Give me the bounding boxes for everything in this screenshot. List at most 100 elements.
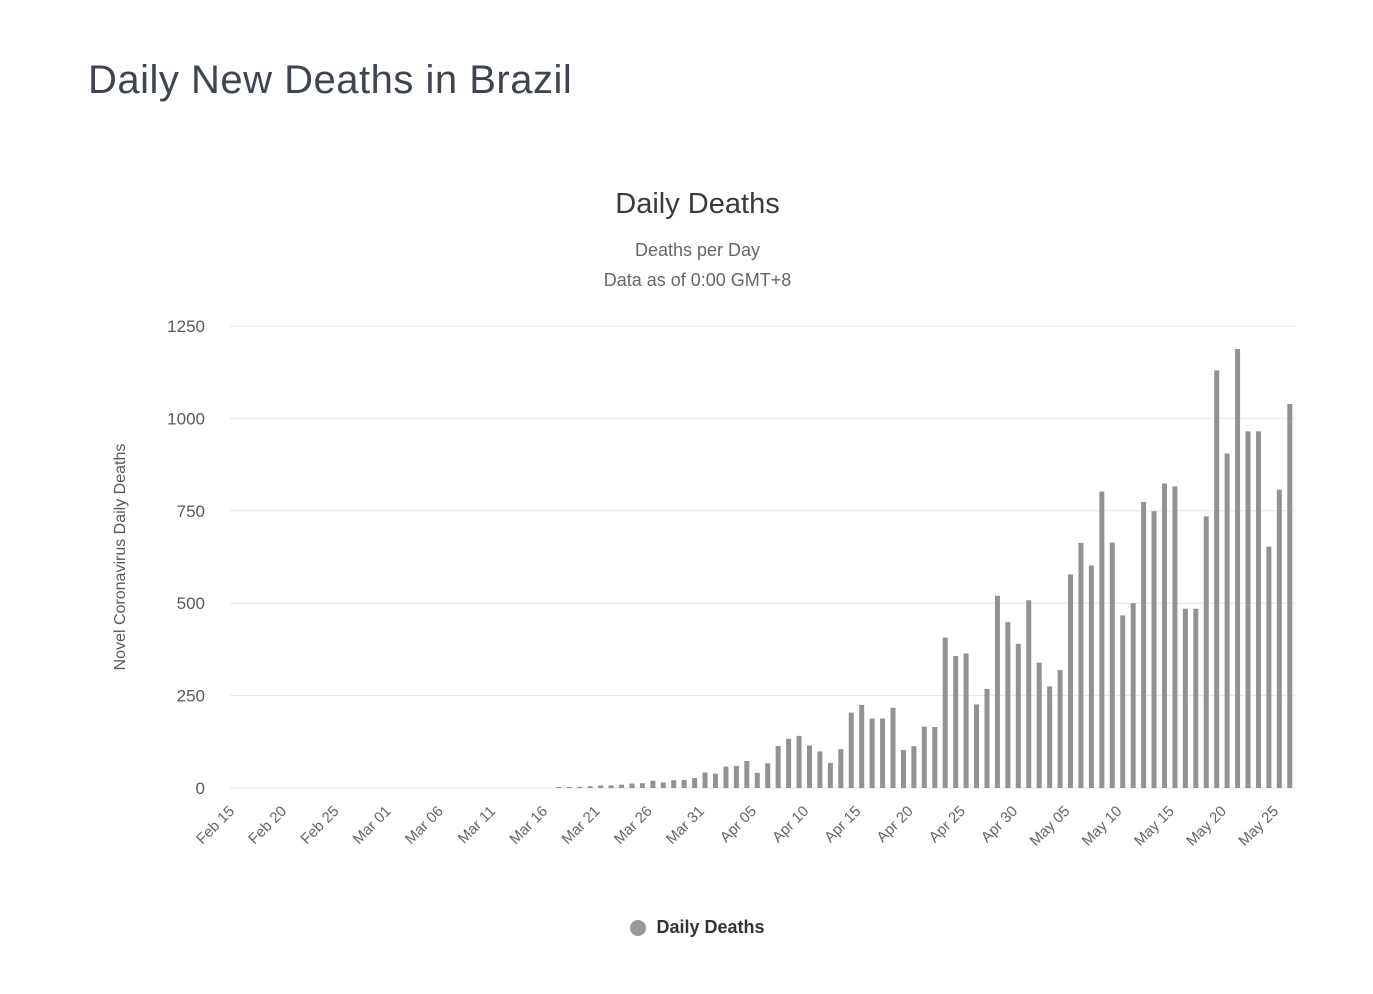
bar[interactable] [1224, 453, 1230, 788]
bar[interactable] [733, 765, 739, 788]
bar[interactable] [1214, 370, 1220, 788]
chart-legend[interactable]: Daily Deaths [85, 917, 1310, 938]
bar[interactable] [1130, 603, 1136, 788]
x-tick-label: May 05 [1027, 803, 1074, 850]
bar[interactable] [817, 751, 823, 788]
legend-marker-icon [630, 919, 647, 936]
bar[interactable] [786, 738, 792, 788]
bar[interactable] [848, 712, 854, 788]
bar[interactable] [1172, 486, 1178, 788]
page-title: Daily New Deaths in Brazil [88, 58, 573, 102]
x-tick-label: May 15 [1131, 803, 1178, 850]
bar[interactable] [608, 785, 614, 788]
bar[interactable] [702, 772, 708, 788]
x-tick-label: Feb 25 [297, 803, 342, 848]
bar[interactable] [629, 783, 635, 788]
x-tick-label: Apr 30 [978, 803, 1021, 846]
y-axis-title: Novel Coronavirus Daily Deaths [112, 444, 129, 671]
bar[interactable] [974, 704, 980, 788]
y-tick-label: 1250 [167, 317, 205, 336]
bar[interactable] [963, 653, 969, 788]
bar[interactable] [942, 637, 948, 788]
daily-deaths-chart: Daily Deaths Deaths per Day Data as of 0… [85, 188, 1310, 938]
y-tick-label: 1000 [167, 409, 205, 428]
bar[interactable] [890, 707, 896, 788]
bar[interactable] [994, 595, 1000, 788]
chart-title: Daily Deaths [615, 188, 780, 220]
bar[interactable] [869, 718, 875, 788]
bar[interactable] [1182, 608, 1188, 788]
x-tick-label: Apr 15 [821, 803, 864, 846]
x-tick-label: Mar 26 [611, 803, 656, 848]
bar[interactable] [796, 735, 802, 788]
bar[interactable] [1141, 501, 1147, 788]
bar[interactable] [1068, 574, 1074, 788]
bar[interactable] [806, 745, 812, 788]
bar[interactable] [1099, 491, 1105, 788]
bar[interactable] [1088, 565, 1094, 788]
x-tick-label: Mar 16 [506, 803, 551, 848]
bar[interactable] [1057, 670, 1063, 788]
bar[interactable] [671, 780, 677, 788]
bar[interactable] [754, 772, 760, 788]
bar[interactable] [1245, 431, 1251, 788]
bar[interactable] [1078, 542, 1084, 788]
bar[interactable] [1047, 686, 1053, 788]
x-tick-label: Feb 15 [193, 803, 238, 848]
x-tick-label: Apr 10 [769, 803, 812, 846]
bar[interactable] [723, 766, 729, 788]
bar[interactable] [1276, 489, 1282, 788]
bar[interactable] [900, 749, 906, 788]
bar[interactable] [660, 782, 666, 788]
bar[interactable] [1109, 542, 1115, 788]
bar[interactable] [911, 746, 917, 788]
x-tick-label: Apr 20 [873, 803, 916, 846]
bar[interactable] [1120, 615, 1126, 788]
bar[interactable] [1287, 403, 1293, 788]
bar[interactable] [984, 688, 990, 788]
bar[interactable] [744, 761, 750, 788]
bar[interactable] [765, 763, 771, 788]
bar[interactable] [880, 718, 886, 788]
legend-label: Daily Deaths [656, 917, 765, 937]
bar[interactable] [566, 787, 572, 788]
bar[interactable] [932, 727, 938, 788]
bar[interactable] [577, 786, 583, 788]
bar[interactable] [775, 745, 781, 788]
bar[interactable] [1015, 643, 1021, 788]
bar[interactable] [587, 786, 593, 788]
bar[interactable] [1151, 511, 1157, 788]
chart-subtitle-line1: Deaths per Day [634, 240, 761, 260]
bar[interactable] [1255, 431, 1261, 788]
bar[interactable] [619, 784, 625, 788]
bar[interactable] [598, 785, 604, 788]
bar[interactable] [556, 787, 562, 788]
bar[interactable] [827, 762, 833, 788]
bar[interactable] [639, 783, 645, 788]
bar[interactable] [1026, 600, 1032, 788]
bar[interactable] [1193, 608, 1199, 788]
bar[interactable] [713, 773, 719, 788]
bar[interactable] [1005, 622, 1011, 788]
bar[interactable] [1235, 348, 1241, 788]
bar[interactable] [1036, 662, 1042, 788]
bar[interactable] [1266, 546, 1272, 788]
x-tick-label: Apr 05 [717, 803, 760, 846]
bar[interactable] [838, 749, 844, 788]
x-tick-label: May 20 [1183, 803, 1230, 850]
y-tick-label: 250 [177, 687, 205, 706]
x-tick-label: Feb 20 [245, 803, 290, 848]
bar[interactable] [859, 704, 865, 788]
y-tick-label: 750 [177, 502, 205, 521]
chart-subtitle-line2: Data as of 0:00 GMT+8 [603, 270, 792, 290]
bar[interactable] [921, 726, 927, 788]
y-tick-label: 0 [196, 779, 205, 798]
bar[interactable] [692, 778, 698, 788]
bar[interactable] [953, 656, 959, 788]
bar[interactable] [1203, 516, 1209, 788]
bar[interactable] [1161, 483, 1167, 788]
bar[interactable] [650, 780, 656, 788]
bar[interactable] [681, 779, 687, 788]
